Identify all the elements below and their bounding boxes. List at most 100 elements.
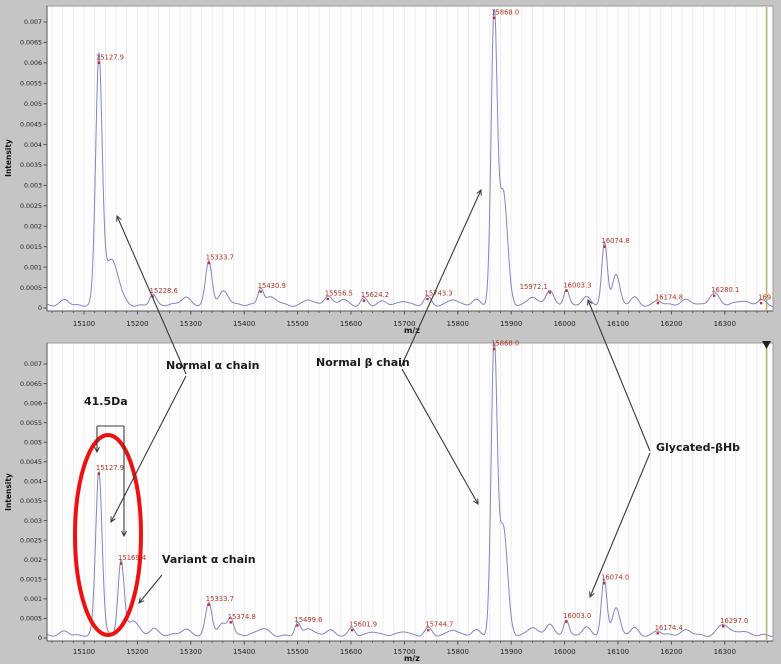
y-tick-label: 0.0055 xyxy=(20,420,42,427)
x-tick-label: 15600 xyxy=(340,320,362,328)
y-tick-label: 0.004 xyxy=(24,479,42,486)
annotation-normal-alpha-chain: Normal α chain xyxy=(166,359,260,372)
peak-label: 15744.7 xyxy=(425,621,453,629)
peak-marker xyxy=(362,299,366,302)
x-axis-title: m/z xyxy=(404,654,420,663)
x-tick-label: 15200 xyxy=(126,320,148,328)
peak-marker xyxy=(207,261,210,265)
peak-marker xyxy=(712,294,716,297)
x-tick-label: 15500 xyxy=(286,648,308,656)
y-tick-label: 0.005 xyxy=(24,439,42,446)
x-tick-label: 16100 xyxy=(607,648,629,656)
peak-label: 16174.4 xyxy=(655,624,683,632)
peak-marker xyxy=(97,61,101,65)
peak-marker xyxy=(565,289,568,293)
plot-area xyxy=(46,5,774,312)
y-tick-label: 0.0065 xyxy=(20,40,42,47)
arrow-normal-alpha-bottom xyxy=(110,375,187,523)
x-tick-label: 15300 xyxy=(180,320,202,328)
peak-label: 15333.7 xyxy=(206,254,234,262)
peak-marker xyxy=(207,603,210,606)
y-tick-label: 0.0025 xyxy=(20,537,42,544)
x-tick-label: 15400 xyxy=(233,648,255,656)
y-tick-label: 0.0045 xyxy=(20,121,42,128)
y-tick-label: 0.0005 xyxy=(20,285,42,292)
x-tick-label: 16100 xyxy=(607,320,629,328)
x-tick-label: 15500 xyxy=(286,320,308,328)
y-tick-label: 0.003 xyxy=(24,518,42,525)
x-tick-label: 15300 xyxy=(180,648,202,656)
peak-marker xyxy=(721,625,725,628)
arrow-glycated-bottom xyxy=(589,452,651,599)
peak-marker xyxy=(656,632,659,635)
x-tick-label: 15700 xyxy=(393,320,415,328)
peak-label: 16003.0 xyxy=(563,612,591,620)
peak-label: 15601.9 xyxy=(349,621,377,629)
peak-label: 15374.8 xyxy=(228,613,256,621)
annotation-variant-alpha-chain: Variant α chain xyxy=(162,553,256,566)
peak-marker xyxy=(326,297,329,301)
peak-label: 15972.1 xyxy=(520,283,548,291)
y-tick-label: 0.002 xyxy=(24,223,42,230)
y-tick-label: 0.0045 xyxy=(20,459,42,466)
arrow-normal-beta-bottom xyxy=(401,368,479,505)
peak-label: 15430.9 xyxy=(258,282,286,290)
peak-label: 15624.2 xyxy=(361,291,389,299)
x-tick-label: 15800 xyxy=(447,648,469,656)
peak-label: 15127.9 xyxy=(96,53,124,61)
peak-label: 16074.8 xyxy=(602,237,630,245)
x-tick-label: 15800 xyxy=(447,320,469,328)
peak-label: 15868.0 xyxy=(491,8,519,16)
x-tick-label: 15900 xyxy=(500,320,522,328)
x-tick-label: 16200 xyxy=(660,648,682,656)
x-tick-label: 15400 xyxy=(233,320,255,328)
x-tick-label: 15200 xyxy=(126,648,148,656)
x-tick-label: 16300 xyxy=(714,648,736,656)
x-tick-label: 16000 xyxy=(553,648,575,656)
y-tick-label: 0.005 xyxy=(24,101,42,108)
peak-marker xyxy=(603,245,606,248)
arrow-normal-alpha-top xyxy=(116,214,187,375)
y-tick-label: 0.006 xyxy=(24,400,42,407)
peak-marker xyxy=(426,297,429,301)
peak-marker xyxy=(759,301,763,305)
peak-marker xyxy=(350,628,354,632)
peak-label: 15333.7 xyxy=(206,595,234,603)
y-tick-label: 0.007 xyxy=(24,361,42,368)
x-tick-label: 16000 xyxy=(553,320,575,328)
y-tick-label: 0.001 xyxy=(24,596,42,603)
x-tick-label: 15600 xyxy=(340,648,362,656)
peak-marker xyxy=(565,620,568,623)
y-tick-label: 0.0005 xyxy=(20,616,42,623)
plot-area xyxy=(46,342,774,642)
arrow-normal-beta-top xyxy=(400,188,482,368)
cursor-handle[interactable] xyxy=(762,341,771,349)
peak-marker xyxy=(229,621,232,624)
y-tick-label: 0.0025 xyxy=(20,203,42,210)
spectrum-trace xyxy=(47,343,773,637)
y-tick-label: 0.004 xyxy=(24,142,42,149)
top-spectrum-panel: 15127.9 15228.6 15333.7 15430.9 15556.5 15624… xyxy=(4,5,774,335)
peak-label: 15228.6 xyxy=(150,287,178,295)
y-tick-label: 0.0055 xyxy=(20,80,42,87)
y-tick-label: 0.0015 xyxy=(20,576,42,583)
y-tick-label: 0 xyxy=(38,305,42,312)
x-tick-label: 15900 xyxy=(500,648,522,656)
x-tick-label: 15100 xyxy=(73,648,95,656)
peak-label: 15556.5 xyxy=(325,290,353,298)
y-tick-label: 0.0035 xyxy=(20,498,42,505)
annotation-glycated-bhb: Glycated-βHb xyxy=(656,441,741,454)
peak-label: 16297.0 xyxy=(720,617,748,625)
peak-label: 169 xyxy=(758,294,771,302)
x-tick-label: 15700 xyxy=(393,648,415,656)
arrow-glycated-top xyxy=(587,298,651,452)
variant-region-ellipse xyxy=(73,433,143,637)
y-tick-label: 0 xyxy=(38,635,42,642)
peak-marker xyxy=(492,16,496,20)
y-tick-label: 0.003 xyxy=(24,183,42,190)
y-tick-label: 0.001 xyxy=(24,264,42,271)
peak-label: 15868.0 xyxy=(491,340,519,348)
y-tick-label: 0.007 xyxy=(24,19,42,26)
annotation-normal-beta-chain: Normal β chain xyxy=(316,356,410,369)
